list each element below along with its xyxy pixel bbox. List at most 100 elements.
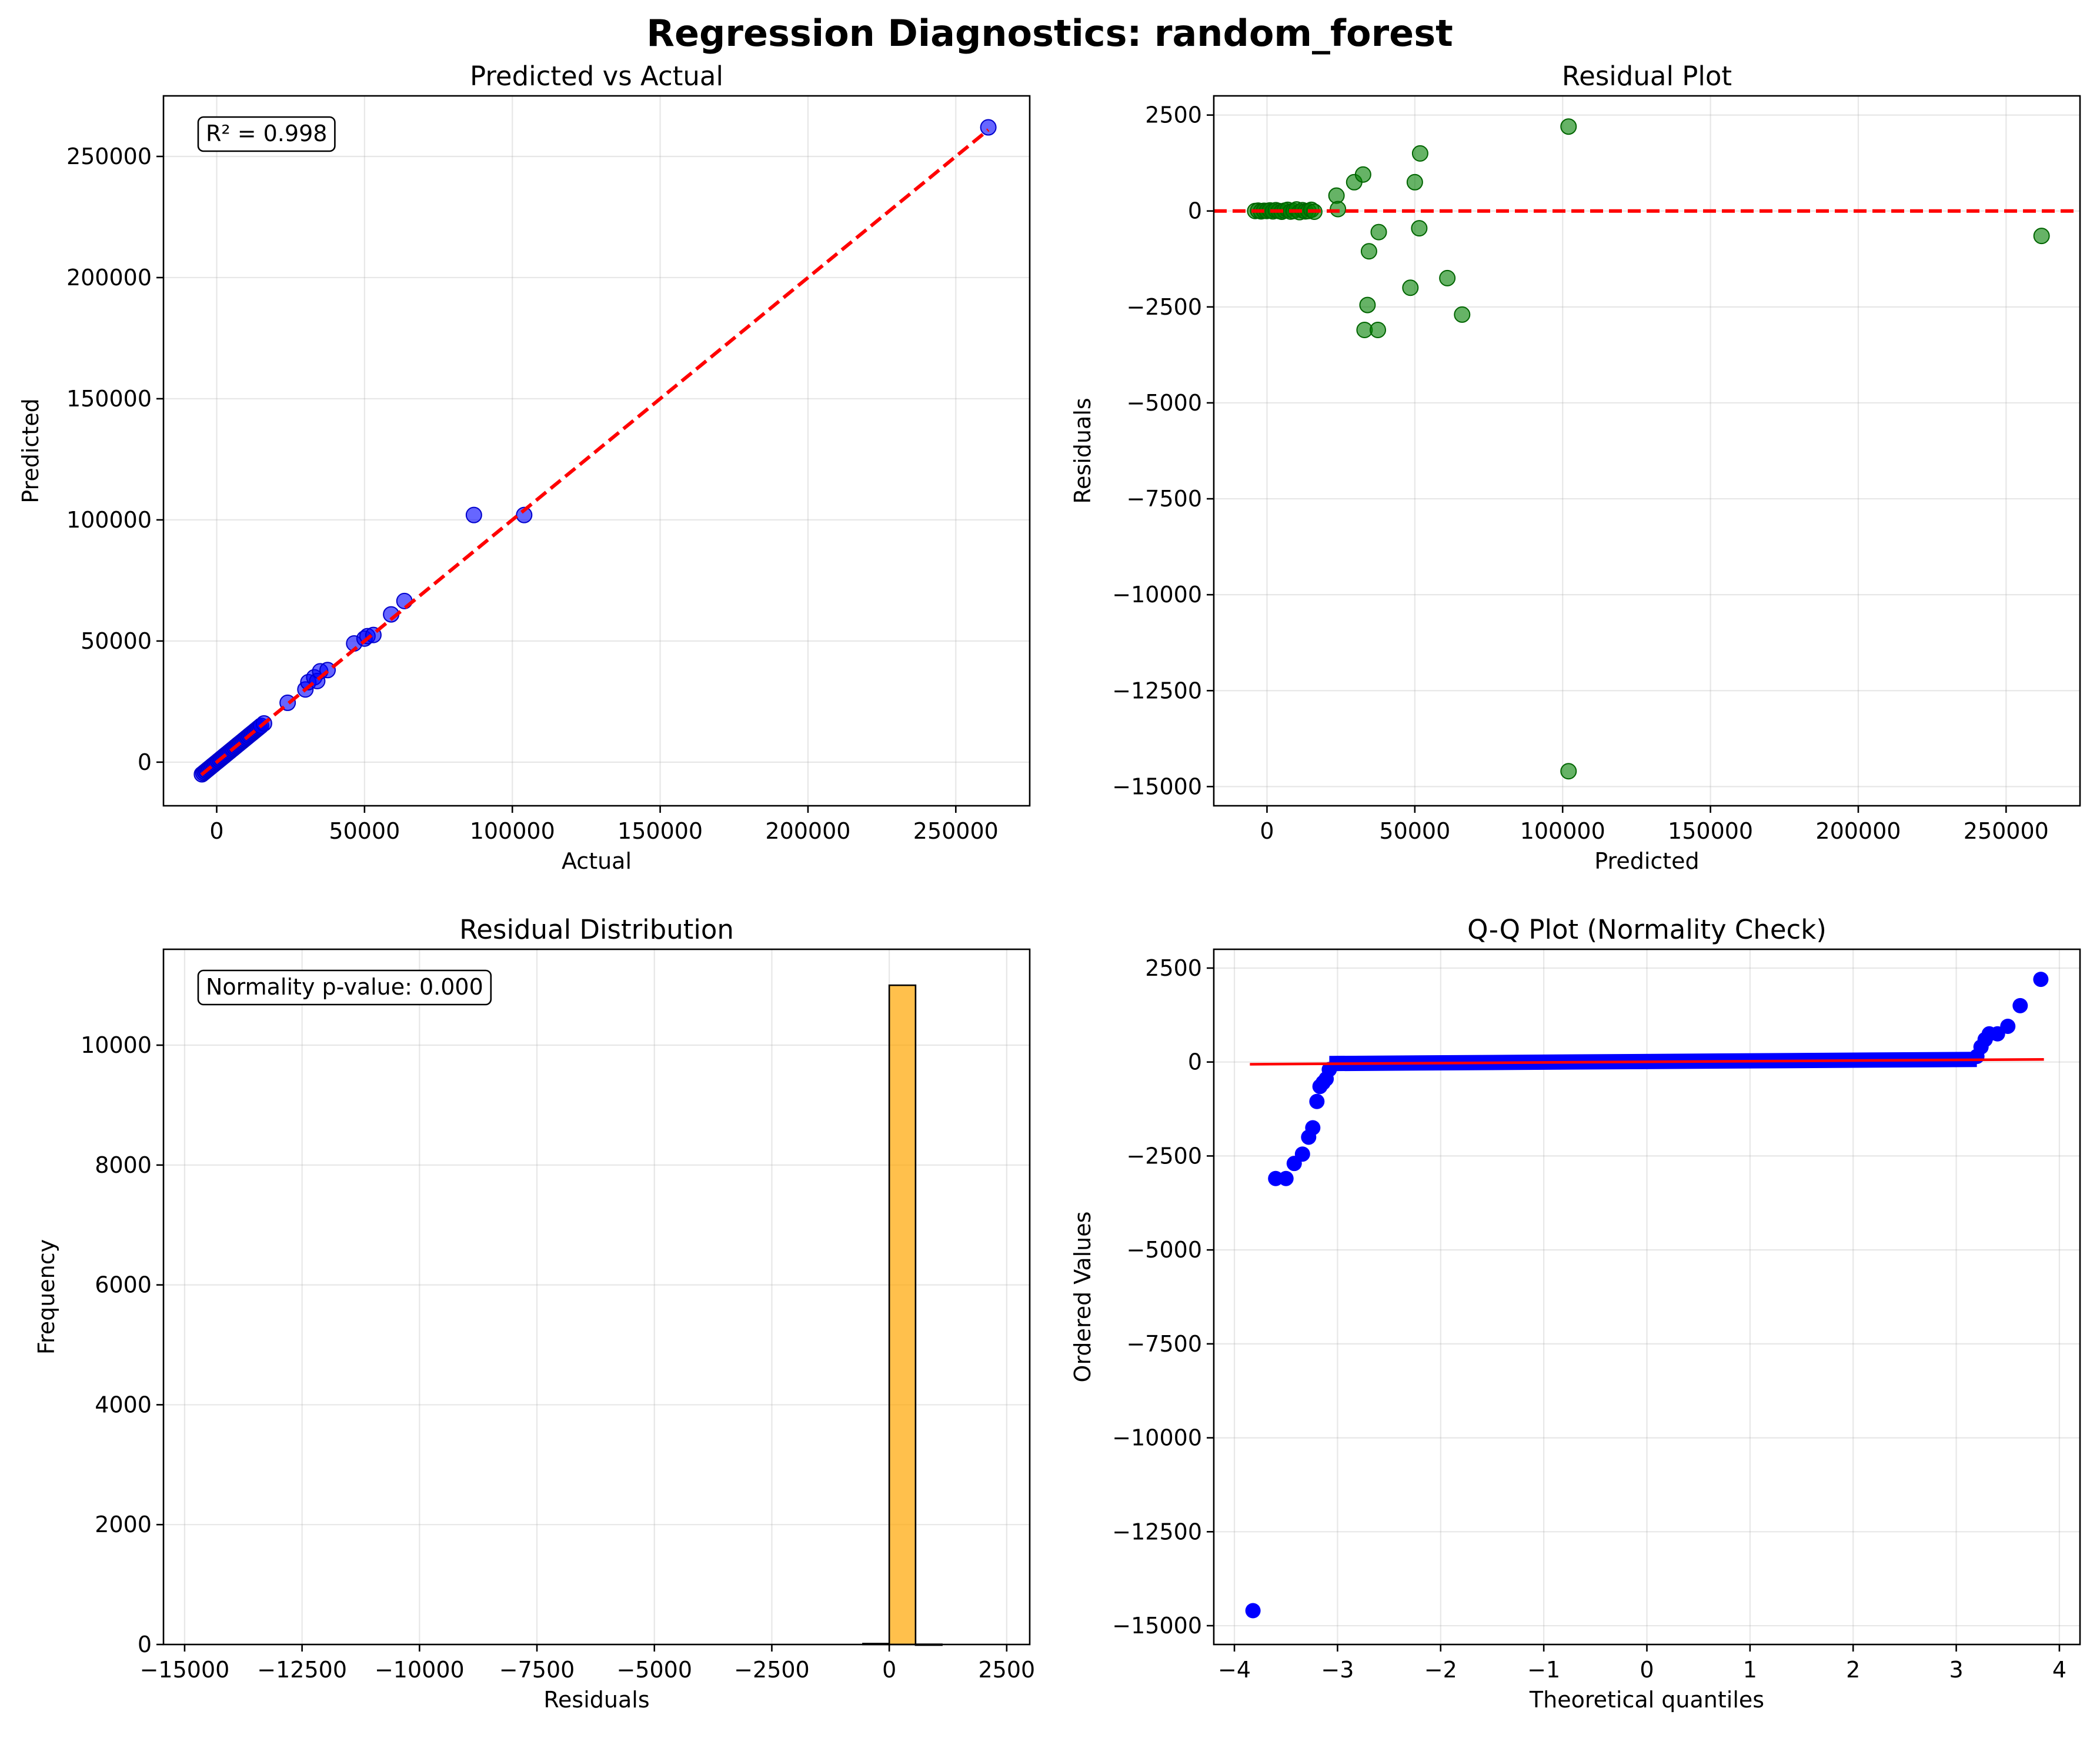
x-tick-label: 250000	[913, 818, 999, 844]
annotation-box	[197, 969, 492, 1006]
y-tick-label: −15000	[1112, 773, 1202, 799]
data-point	[1560, 118, 1577, 135]
x-tick-label: 0	[1260, 818, 1274, 844]
predicted-vs-actual-chart: 0 50000 100000 150000 200000 250000 0 50000 1000…	[18, 61, 1031, 874]
y-tick-label: 150000	[66, 386, 152, 412]
x-tick-label: −4	[1218, 1657, 1251, 1683]
x-tick-label: 0	[1640, 1657, 1654, 1683]
annotation-text: R² = 0.998	[206, 121, 327, 146]
x-tick-label: 50000	[1379, 818, 1450, 844]
x-tick-label: −10000	[375, 1657, 465, 1683]
x-tick-label: −7500	[499, 1657, 575, 1683]
data-point	[1560, 763, 1577, 780]
quantile-point	[1321, 1062, 1337, 1078]
plot-title: Predicted vs Actual	[470, 61, 723, 92]
x-tick-label: −3	[1321, 1657, 1354, 1683]
axes-frame	[162, 948, 1031, 1646]
gridlines	[163, 96, 1030, 806]
y-tick-label: 2000	[95, 1512, 152, 1537]
y-tick-label: 2500	[1145, 955, 1202, 981]
x-tick-label: −5000	[616, 1657, 692, 1683]
y-tick-label: 100000	[66, 507, 152, 533]
axes-frame	[162, 95, 1031, 807]
y-tick-label: −7500	[1126, 1331, 1202, 1357]
data-point	[465, 506, 482, 523]
y-tick-label: 0	[1188, 198, 1202, 224]
y-tick-label: 8000	[95, 1152, 152, 1178]
perfect-fit-line	[200, 128, 990, 776]
data-point	[1402, 279, 1419, 296]
data-point	[2033, 228, 2050, 245]
y-tick-label: −10000	[1112, 582, 1202, 608]
data-point	[1411, 145, 1428, 162]
axes-frame	[1213, 95, 2081, 807]
y-tick-label: 0	[138, 749, 152, 775]
x-tick-label: 0	[209, 818, 223, 844]
x-tick-label: 1	[1743, 1657, 1757, 1683]
x-tick-label: 50000	[329, 818, 400, 844]
fit-line	[1250, 1058, 2044, 1066]
x-tick-label: 200000	[765, 818, 850, 844]
plot-area	[163, 949, 1030, 1644]
x-tick-label: 3	[1949, 1657, 1963, 1683]
quantile-point	[2033, 972, 2049, 988]
x-tick-label: 200000	[1815, 818, 1901, 844]
data-point	[1411, 220, 1428, 237]
y-tick-label: −12500	[1112, 678, 1202, 703]
y-tick-label: −12500	[1112, 1519, 1202, 1544]
x-tick-label: −2	[1424, 1657, 1457, 1683]
data-point	[1360, 243, 1377, 260]
y-tick-label: −15000	[1112, 1613, 1202, 1639]
y-tick-label: 0	[1188, 1049, 1202, 1075]
quantile-point	[1309, 1093, 1325, 1109]
y-tick-label: 0	[138, 1632, 152, 1657]
y-axis-label: Ordered Values	[1070, 1212, 1096, 1383]
y-axis-label: Residuals	[1070, 398, 1096, 503]
y-tick-label: 250000	[66, 144, 152, 169]
x-tick-label: 100000	[1520, 818, 1605, 844]
x-axis-label: Actual	[562, 848, 632, 874]
y-tick-label: 6000	[95, 1272, 152, 1298]
gridlines	[1214, 96, 2080, 806]
x-tick-label: −2500	[734, 1657, 810, 1683]
quantile-point	[1305, 1120, 1321, 1136]
data-point	[1406, 174, 1423, 191]
x-tick-label: −15000	[140, 1657, 230, 1683]
y-tick-label: −2500	[1126, 294, 1202, 320]
data-point	[980, 119, 997, 136]
annotation-box	[197, 116, 336, 152]
data-point	[1370, 321, 1387, 338]
data-point	[1354, 166, 1371, 183]
x-axis-label: Residuals	[543, 1687, 649, 1713]
x-tick-label: 100000	[470, 818, 555, 844]
y-tick-label: −10000	[1112, 1425, 1202, 1451]
plot-area	[1214, 96, 2080, 806]
figure-title: Regression Diagnostics: random_forest	[646, 12, 1453, 55]
quantile-point	[1245, 1603, 1261, 1619]
x-tick-label: 150000	[617, 818, 703, 844]
y-tick-label: −7500	[1126, 486, 1202, 512]
quantile-point	[2000, 1018, 2016, 1034]
quantile-point	[1278, 1170, 1294, 1186]
x-tick-label: −1	[1527, 1657, 1560, 1683]
y-tick-label: 200000	[66, 265, 152, 291]
residual-plot-chart: 0 50000 100000 150000 200000 250000 2500 0 −2500…	[1070, 61, 2081, 874]
y-tick-label: 10000	[81, 1032, 152, 1058]
plot-title: Residual Plot	[1562, 61, 1732, 92]
y-tick-label: 2500	[1145, 102, 1202, 128]
quantile-point	[1294, 1146, 1310, 1162]
data-point	[1454, 306, 1471, 323]
plot-title: Q-Q Plot (Normality Check)	[1467, 914, 1827, 945]
x-tick-label: 150000	[1668, 818, 1753, 844]
x-tick-label: 2	[1846, 1657, 1860, 1683]
plot-title: Residual Distribution	[459, 914, 734, 945]
y-tick-label: −5000	[1126, 1237, 1202, 1263]
qq-plot-chart: −4 −3 −2 −1 0 1 2 3 4 2500 0 −2500 −5000 −7500 −10000 −…	[1070, 914, 2081, 1713]
data-point	[1439, 269, 1456, 286]
x-axis-label: Predicted	[1594, 848, 1699, 874]
data-point	[1330, 201, 1347, 218]
x-tick-label: 0	[882, 1657, 896, 1683]
residual-distribution-chart: −15000 −12500 −10000 −7500 −5000 −2500 0 2500 0 2…	[34, 914, 1035, 1713]
data-point	[1370, 223, 1387, 241]
